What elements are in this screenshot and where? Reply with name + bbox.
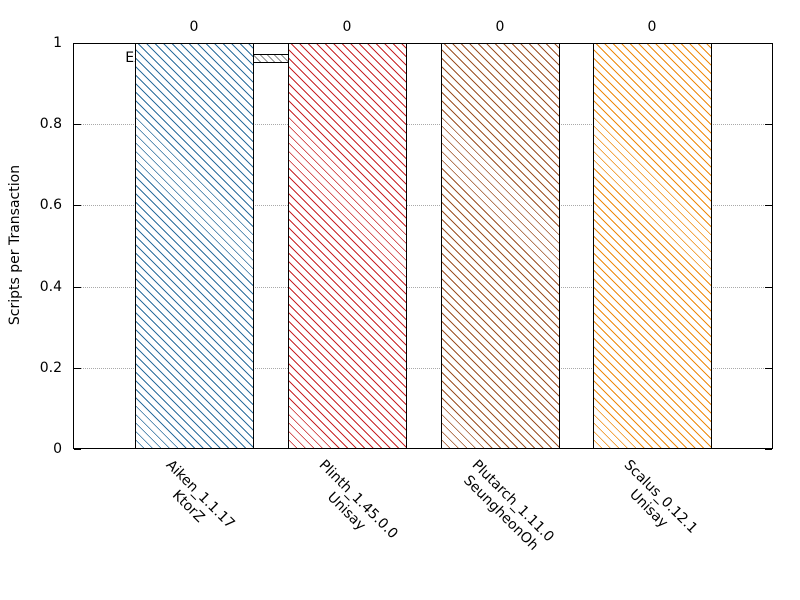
y-axis-tick-mirror bbox=[765, 286, 772, 288]
y-tick-label: 0.8 bbox=[39, 116, 62, 133]
gridline bbox=[74, 124, 772, 126]
y-axis-tick bbox=[74, 205, 81, 207]
bar-value-label: 0 bbox=[189, 19, 199, 35]
y-axis-tick-mirror bbox=[765, 124, 772, 126]
y-axis-title: Scripts per Transaction bbox=[7, 164, 23, 326]
gridline bbox=[74, 205, 772, 207]
y-axis-tick bbox=[74, 43, 81, 44]
x-tick-label-Aiken_1.1.17: Aiken_1.1.17 KtorZ bbox=[162, 457, 238, 533]
y-axis-tick bbox=[74, 124, 81, 126]
y-tick-label: 0.6 bbox=[39, 197, 62, 214]
x-tick-label-Plinth_1.45.0.0: Plinth_1.45.0.0 Unisay bbox=[315, 457, 401, 543]
bar-Aiken_1.1.17 bbox=[135, 43, 254, 449]
y-tick-label: 0 bbox=[53, 441, 62, 457]
y-axis-tick bbox=[74, 449, 81, 450]
bar-value-label: 0 bbox=[495, 19, 505, 35]
bar-Plutarch_1.11.0 bbox=[441, 43, 560, 449]
y-axis-tick bbox=[74, 286, 81, 288]
x-tick-label-Scalus_0.12.1: Scalus_0.12.1 Unisay bbox=[620, 457, 701, 537]
x-tick-label-Plutarch_1.11.0: Plutarch_1.11.0 SeungheonOh bbox=[460, 457, 557, 554]
gridline bbox=[74, 367, 772, 369]
gridline bbox=[74, 286, 772, 288]
y-axis-tick bbox=[74, 367, 81, 369]
y-tick-label: 0.2 bbox=[39, 359, 62, 376]
y-tick-label: 1 bbox=[53, 35, 62, 51]
y-axis-tick-mirror bbox=[765, 367, 772, 369]
y-axis-tick-mirror bbox=[765, 43, 772, 44]
bar-Scalus_0.12.1 bbox=[593, 43, 712, 449]
bar-value-label: 0 bbox=[342, 19, 352, 35]
y-axis-tick-mirror bbox=[765, 449, 772, 450]
y-axis-tick-mirror bbox=[765, 205, 772, 207]
bar-value-label: 0 bbox=[647, 19, 657, 35]
y-tick-label: 0.4 bbox=[39, 278, 62, 295]
bar-Plinth_1.45.0.0 bbox=[288, 43, 407, 449]
